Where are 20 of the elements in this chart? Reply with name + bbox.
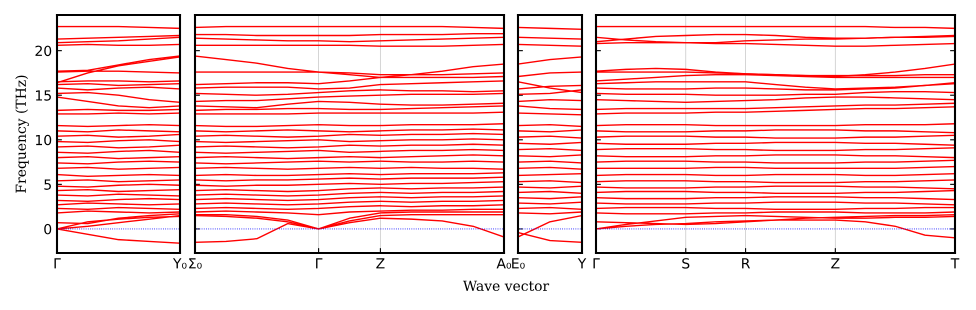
x-tick-label: Y₀ <box>172 258 187 269</box>
x-tick-label: S <box>682 258 690 269</box>
x-tick-label: E₀ <box>512 258 525 269</box>
x-tick-label: Γ <box>54 258 61 268</box>
x-tick-label: Γ <box>316 258 322 268</box>
x-tick-label: Γ <box>593 258 600 268</box>
x-tick-label: Z <box>831 258 840 268</box>
y-tick-label: 5 <box>44 180 51 190</box>
y-tick-label: 20 <box>35 46 52 56</box>
x-tick-label: T <box>950 258 960 268</box>
x-tick-label: A₀ <box>496 258 512 269</box>
y-tick-label: 0 <box>44 224 52 234</box>
x-tick-label: Z <box>376 258 385 268</box>
x-tick-label: Σ₀ <box>189 258 202 269</box>
y-axis-title: Frequency (THz) <box>15 76 29 193</box>
y-tick-label: 15 <box>36 90 51 101</box>
x-axis-title: Wave vector <box>462 280 550 292</box>
x-tick-label: Y <box>578 258 586 268</box>
x-tick-label: R <box>742 258 750 268</box>
y-tick-label: 10 <box>36 134 52 146</box>
